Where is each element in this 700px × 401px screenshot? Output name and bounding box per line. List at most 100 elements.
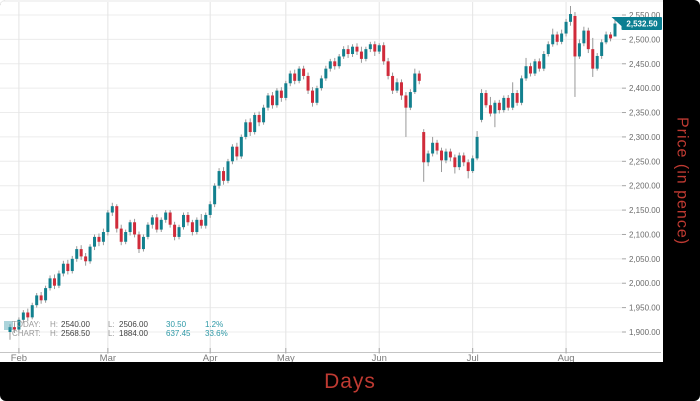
candle-body [141,236,145,250]
candle-body [346,49,350,55]
candle-body [524,66,528,79]
candle-body [586,30,590,50]
today-low-value: 2506.00 [119,320,148,329]
price-chart[interactable]: Feb Mar Apr May Jun Jul Aug 1,900.00 1,950.00 2,0… [0,0,663,364]
candle-body [440,150,444,161]
candle-body [426,153,430,163]
candle-body [61,263,65,274]
candle-body [248,122,252,133]
candle-body [84,256,88,262]
candle-body [462,155,466,163]
x-tick-label: Aug [558,353,575,362]
candle-body [8,327,12,332]
candle-body [569,14,573,22]
candle-body [133,222,137,235]
candle-body [537,61,541,69]
y-tick-label: 2,100.00 [629,230,661,239]
candle-body [306,75,310,91]
candle-body [106,212,110,233]
candle-body [101,232,105,242]
candle-body [75,249,79,259]
chart-change-percent: 33.6% [205,329,228,338]
candle-body [315,88,319,103]
candle-body [186,214,190,223]
candle-body [44,288,48,301]
candle-body [311,90,314,103]
plot-area: Feb Mar Apr May Jun Jul Aug 1,900.00 1,950.00 2,0… [0,0,663,364]
today-change-percent: 1.2% [205,320,224,329]
candle-body [39,295,43,301]
candle-body [26,312,30,318]
y-tick-label: 2,550.00 [629,11,661,20]
candle-body [253,114,257,133]
chart-change-value: 637.45 [166,329,191,338]
candle-body [431,142,435,154]
chart-high-label: H: [50,329,58,338]
candle-body [408,92,412,108]
candle-body [506,97,510,108]
y-tick-label: 2,400.00 [629,84,661,93]
candle-body [520,78,524,103]
candle-body [293,73,297,81]
candle-body [146,224,150,237]
candle-body [88,246,92,262]
candle-body [137,234,141,250]
candle-body [297,68,301,81]
y-axis-title: Price (in pence) [673,116,691,246]
candle-body [591,49,595,69]
candle-body [404,95,408,108]
candle-body [337,56,341,67]
today-label: TODAY: [12,320,41,329]
candle-body [217,171,221,186]
candle-body [515,93,519,103]
candle-body [417,73,421,81]
candle-body [422,132,426,163]
candle-body [435,142,439,151]
candle-body [239,136,243,157]
candle-body [560,33,564,42]
candle-body [119,228,123,242]
candle-body [70,258,74,272]
candle-body [475,136,479,159]
candle-body [266,95,270,108]
candle-body [57,273,61,286]
candle-body [230,146,234,162]
candle-body [493,102,497,114]
candle-body [342,49,346,57]
candle-body [284,83,288,98]
candle-body [373,44,377,52]
candle-body [564,21,568,34]
candle-body [382,45,386,62]
candle-body [257,114,261,123]
candle-body [609,34,613,39]
legend-row-today: TODAY: H: 2540.00 L: 2506.00 30.50 1.2% [12,320,237,329]
candle-body [444,151,448,161]
candle-body [97,236,101,242]
x-axis-title: Days [324,370,376,393]
chart-label: CHART: [12,329,41,338]
candle-body [386,61,390,76]
plot-top-border [0,0,663,2]
candle-body [115,206,119,229]
stats-legend: TODAY: H: 2540.00 L: 2506.00 30.50 1.2% … [12,320,237,338]
candle-body [199,219,203,226]
y-tick-label: 1,950.00 [629,304,661,313]
candle-body [551,34,555,45]
candle-body [413,73,417,93]
candle-body [453,157,457,168]
candle-body [528,66,532,74]
x-tick-label: Mar [100,353,116,362]
candle-body [288,73,292,84]
candle-body [128,222,132,233]
candle-body [262,107,266,123]
candle-body [93,236,97,247]
candle-body [502,97,506,111]
price-tag-value: 2,532.50 [626,20,658,29]
candle-body [600,42,604,56]
candle-body [328,61,332,69]
candle-body [511,93,515,108]
x-tick-label: Jul [467,353,479,362]
price-tag-arrow-icon [611,17,622,27]
today-change-value: 30.50 [166,320,187,329]
